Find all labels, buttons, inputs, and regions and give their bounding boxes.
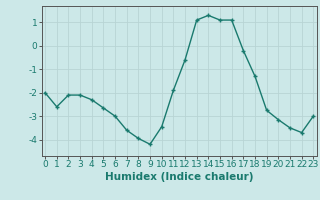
X-axis label: Humidex (Indice chaleur): Humidex (Indice chaleur) — [105, 172, 253, 182]
